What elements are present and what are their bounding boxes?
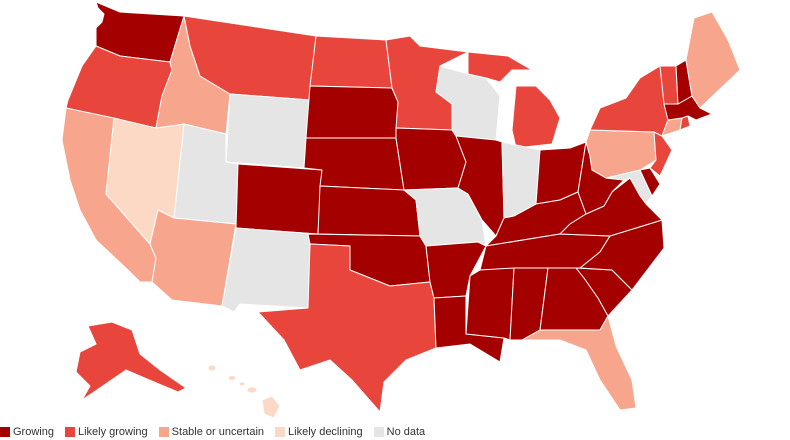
- state-sd: [305, 85, 399, 139]
- legend-label: No data: [386, 426, 426, 438]
- legend-swatch: [158, 427, 169, 437]
- state-ks: [317, 185, 421, 237]
- legend-item-growing: Growing: [0, 426, 54, 438]
- state-ny: [589, 65, 669, 137]
- state-fl: [521, 315, 637, 411]
- legend-label: Likely declining: [288, 426, 363, 438]
- state-wy: [225, 93, 311, 169]
- state-nm: [221, 227, 317, 313]
- state-la: [433, 295, 505, 363]
- state-de: [639, 167, 661, 197]
- state-az: [149, 209, 237, 307]
- legend-swatch: [373, 427, 384, 437]
- map-legend: Growing Likely growing Stable or uncerta…: [0, 424, 436, 440]
- legend-item-likely-growing: Likely growing: [64, 426, 148, 438]
- legend-swatch: [275, 427, 286, 437]
- legend-item-likely-declining: Likely declining: [275, 426, 363, 438]
- us-states-map: [61, 1, 741, 419]
- legend-swatch: [64, 427, 75, 437]
- state-il: [455, 135, 505, 237]
- legend-item-stable: Stable or uncertain: [158, 426, 265, 438]
- state-me: [685, 11, 741, 109]
- state-nc: [579, 219, 665, 291]
- state-mi: [467, 51, 561, 149]
- state-nd: [309, 35, 393, 89]
- legend-label: Stable or uncertain: [171, 426, 265, 438]
- state-ia: [395, 127, 467, 191]
- legend-label: Likely growing: [77, 426, 148, 438]
- state-ak: [75, 321, 187, 401]
- legend-label: Growing: [13, 426, 54, 438]
- legend-item-no-data: No data: [373, 426, 426, 438]
- legend-swatch: [0, 427, 10, 437]
- state-ar: [425, 241, 487, 299]
- state-ms: [465, 267, 515, 341]
- state-hi: [207, 364, 281, 419]
- state-tx: [257, 243, 437, 413]
- state-co: [235, 163, 323, 235]
